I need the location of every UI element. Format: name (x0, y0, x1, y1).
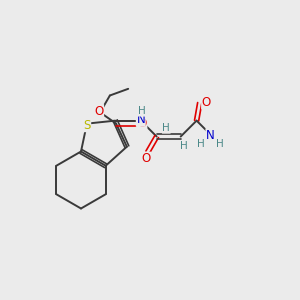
Text: H: H (216, 139, 224, 149)
Text: H: H (162, 123, 170, 133)
Text: O: O (138, 117, 147, 130)
Text: H: H (197, 139, 205, 149)
Text: S: S (83, 118, 91, 132)
Text: H: H (180, 141, 188, 151)
Text: H: H (138, 106, 146, 116)
Text: N: N (206, 129, 215, 142)
Text: N: N (136, 113, 145, 126)
Text: O: O (202, 96, 211, 109)
Text: O: O (142, 152, 151, 165)
Text: O: O (94, 105, 104, 118)
